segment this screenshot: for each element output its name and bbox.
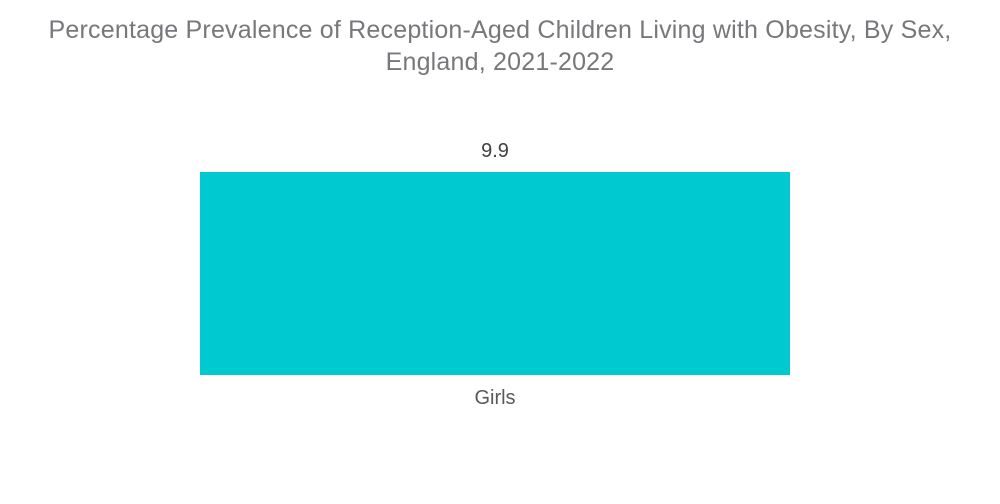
chart-title: Percentage Prevalence of Reception-Aged … xyxy=(48,16,952,76)
bar-value-label: 9.9 xyxy=(481,140,509,162)
plot-area: 9.9 Girls xyxy=(200,138,790,428)
bar-track xyxy=(200,172,790,375)
bar-girls xyxy=(200,172,790,375)
category-label-girls: Girls xyxy=(474,387,516,409)
